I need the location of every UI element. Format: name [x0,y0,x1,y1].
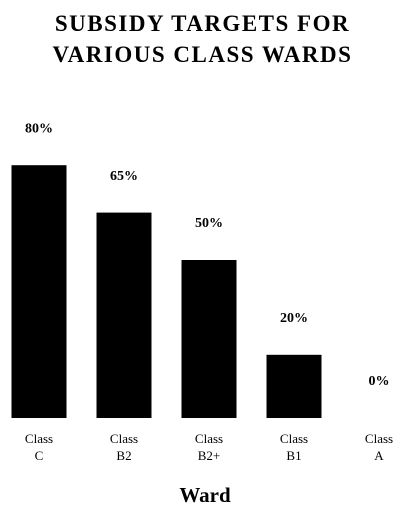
bar [266,354,322,418]
value-label: 65% [110,169,138,184]
x-axis-label: Ward [179,483,231,507]
value-label: 0% [369,374,390,389]
chart-title: SUBSIDY TARGETS FOR VARIOUS CLASS WARDS [52,11,353,67]
value-label: 20% [280,311,308,326]
bar [11,165,67,418]
x-tick-label: Class B2+ [195,431,223,463]
value-label: 80% [25,121,53,136]
bar [181,260,237,418]
value-label: 50% [195,216,223,231]
bar [96,212,152,418]
x-tick-label: Class B2 [110,431,138,463]
x-tick-label: Class C [25,431,53,463]
x-tick-label: Class B1 [280,431,308,463]
x-tick-label: Class A [365,431,393,463]
